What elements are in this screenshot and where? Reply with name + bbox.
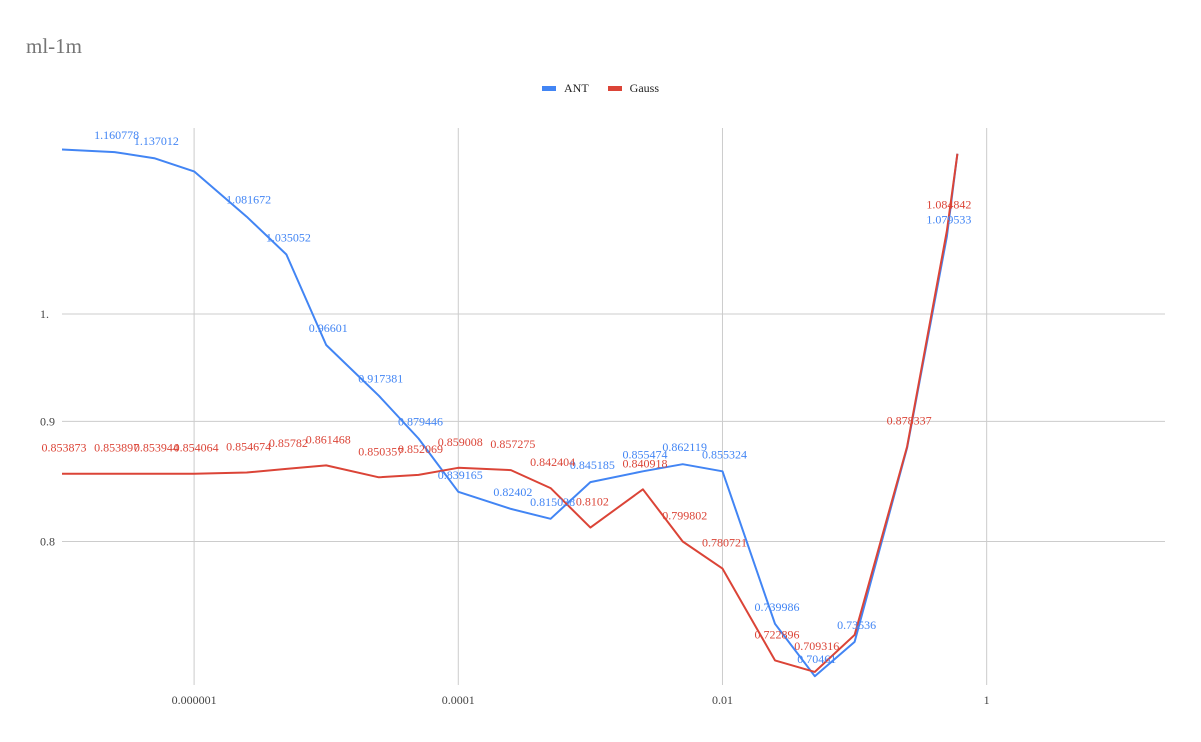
y-tick-label: 0.8	[40, 535, 55, 549]
data-label-gauss: 0.854674	[226, 440, 271, 454]
data-label-gauss: 0.859008	[438, 435, 483, 449]
data-label-ant: 1.160778	[94, 128, 139, 142]
data-label-ant: 0.82402	[493, 485, 532, 499]
data-label-gauss: 0.857275	[490, 437, 535, 451]
data-label-ant: 0.96601	[309, 321, 348, 335]
legend-swatch-ant	[541, 86, 556, 91]
data-label-ant: 0.815038	[530, 495, 575, 509]
chart-title: ml-1m	[26, 34, 82, 58]
data-label-ant: 0.862119	[662, 440, 707, 454]
data-label-ant: 0.739986	[755, 600, 800, 614]
y-tick-label: 0.9	[40, 414, 55, 428]
data-label-ant: 0.917381	[358, 372, 403, 386]
data-label-ant: 1.137012	[134, 134, 179, 148]
data-label-gauss: 1.084842	[926, 198, 971, 212]
data-label-gauss: 0.853944	[134, 441, 179, 455]
data-label-gauss: 0.709316	[794, 639, 839, 653]
data-label-gauss: 0.850357	[358, 444, 403, 458]
data-label-gauss: 0.852069	[398, 442, 443, 456]
data-label-ant: 0.879446	[398, 415, 443, 429]
legend: ANT Gauss	[0, 80, 1201, 96]
legend-swatch-gauss	[607, 86, 622, 91]
data-label-ant: 0.855474	[622, 447, 667, 461]
data-label-gauss: 0.722896	[755, 627, 800, 641]
data-label-ant: 1.081672	[226, 193, 271, 207]
x-tick-label: 0.000001	[172, 693, 217, 707]
data-label-gauss: 0.799802	[662, 509, 707, 523]
data-label-ant: 0.839165	[438, 468, 483, 482]
legend-item-ant[interactable]: ANT	[541, 81, 589, 96]
data-label-gauss: 0.85782	[269, 436, 308, 450]
data-label-gauss: 0.8102	[576, 495, 609, 509]
legend-label-ant: ANT	[563, 81, 589, 95]
data-label-gauss: 0.861468	[306, 432, 351, 446]
series-line-gauss	[62, 153, 959, 673]
data-label-ant: 1.079533	[926, 212, 971, 226]
x-tick-label: 0.0001	[442, 693, 475, 707]
data-label-ant: 0.845185	[570, 458, 615, 472]
series-line-ant	[62, 148, 959, 678]
data-label-ant: 1.035052	[266, 231, 311, 245]
data-label-gauss: 0.853873	[42, 441, 87, 455]
data-label-ant: 0.73536	[837, 618, 876, 632]
data-label-gauss: 0.854064	[174, 441, 219, 455]
data-label-gauss: 0.842404	[530, 455, 575, 469]
axis-labels: 0.000001 0.0001 0.01 1 0.8 0.9 1.	[40, 307, 990, 707]
y-tick-label: 1.	[40, 307, 49, 321]
data-label-gauss: 0.878337	[887, 414, 932, 428]
data-label-ant: 0.855324	[702, 447, 747, 461]
legend-item-gauss[interactable]: Gauss	[607, 81, 659, 96]
legend-label-gauss: Gauss	[629, 81, 659, 95]
series-lines	[62, 148, 959, 678]
x-tick-label: 1	[984, 693, 990, 707]
data-label-ant: 0.70461	[797, 652, 836, 666]
x-tick-label: 0.01	[712, 693, 733, 707]
data-label-gauss: 0.853897	[94, 441, 139, 455]
data-label-gauss: 0.840918	[622, 456, 667, 470]
grid	[62, 128, 1165, 685]
data-label-gauss: 0.780721	[702, 536, 747, 550]
